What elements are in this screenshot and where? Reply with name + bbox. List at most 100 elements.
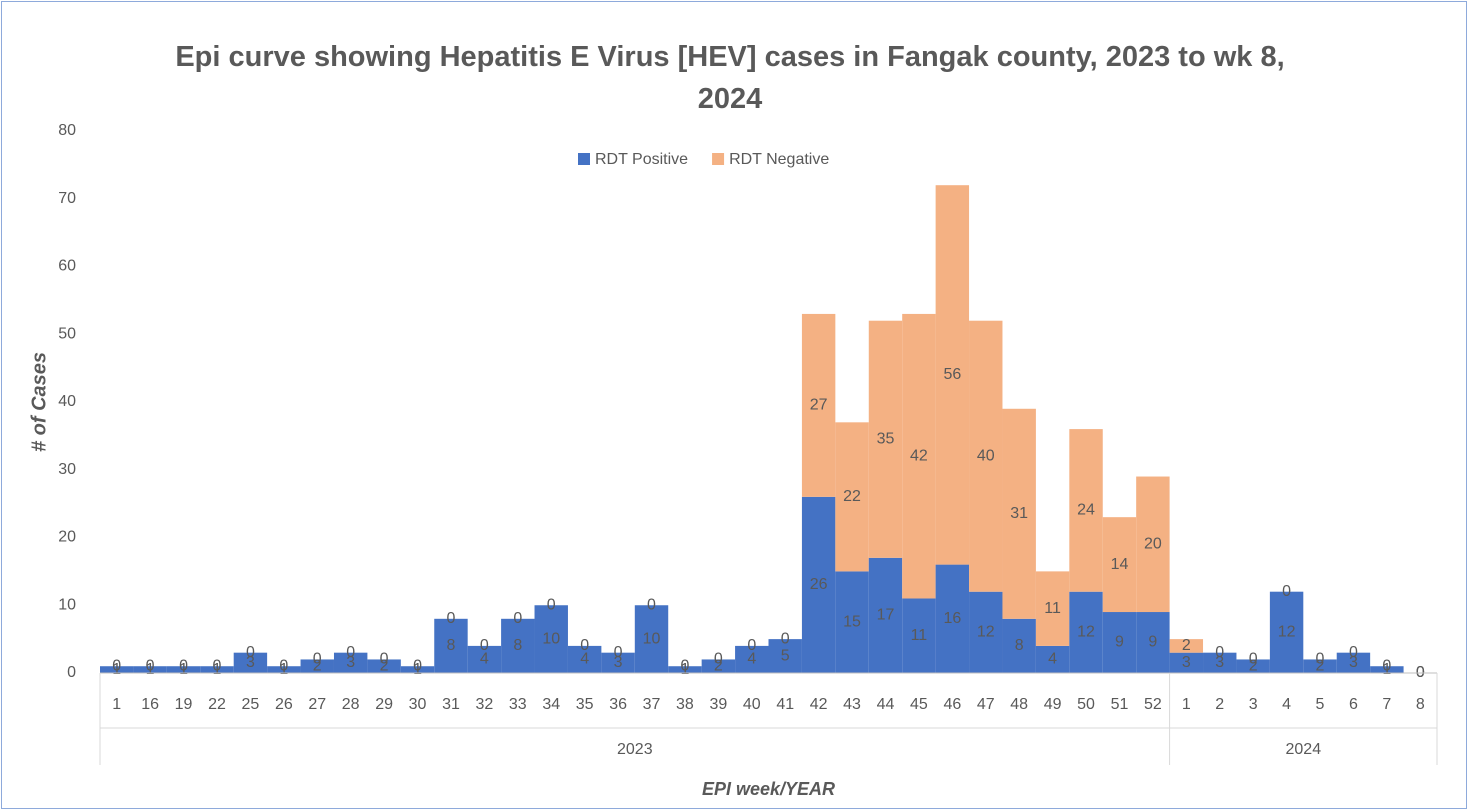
data-label: 0 [580, 637, 589, 654]
bar-segment [1002, 408, 1036, 619]
data-label: 0 [747, 637, 756, 654]
x-tick-label: 28 [342, 696, 360, 713]
x-tick-label: 49 [1044, 696, 1062, 713]
data-label: 26 [810, 576, 828, 593]
bar-segment [868, 320, 903, 558]
bar-segment [868, 557, 903, 673]
x-tick-label: 16 [141, 696, 159, 713]
data-label: 14 [1111, 556, 1129, 573]
data-label: 40 [977, 447, 995, 464]
x-tick-label: 5 [1316, 696, 1325, 713]
data-label: 16 [943, 610, 961, 627]
bar-segment [501, 618, 535, 673]
data-label: 8 [447, 637, 456, 654]
data-label: 2 [313, 657, 322, 674]
data-label: 0 [179, 657, 188, 674]
data-label: 0 [1282, 583, 1291, 600]
x-tick-label: 38 [676, 696, 694, 713]
bar-segment [935, 564, 970, 673]
legend-label: RDT Negative [729, 151, 829, 168]
x-tick-label: 39 [709, 696, 727, 713]
x-tick-label: 36 [609, 696, 627, 713]
bar-segment [601, 652, 635, 673]
bar-segment [969, 320, 1003, 592]
data-label: 24 [1077, 502, 1095, 519]
bar-segment [133, 666, 167, 673]
data-label: 0 [647, 596, 656, 613]
bar-segment [1136, 612, 1170, 673]
data-label: 0 [480, 637, 489, 654]
y-tick-label: 0 [67, 664, 76, 681]
data-label: 10 [643, 630, 661, 647]
data-label: 56 [943, 366, 961, 383]
data-label: 20 [1144, 535, 1162, 552]
x-group-label: 2024 [1286, 741, 1322, 758]
x-tick-label: 27 [308, 696, 326, 713]
legend-swatch [578, 153, 590, 165]
data-label: 0 [213, 657, 222, 674]
bar-segment [1203, 652, 1237, 673]
x-tick-label: 22 [208, 696, 226, 713]
y-tick-label: 80 [58, 122, 76, 139]
legend-label: RDT Positive [595, 151, 688, 168]
x-tick-label: 1 [1182, 696, 1191, 713]
bar-segment [233, 652, 268, 673]
bar-segment [1002, 618, 1036, 673]
bar-segment [801, 313, 836, 497]
x-tick-label: 41 [776, 696, 794, 713]
data-label: 8 [1015, 637, 1024, 654]
x-tick-label: 42 [810, 696, 828, 713]
data-label: 1 [112, 661, 121, 678]
bar-segment [200, 666, 234, 673]
x-tick-label: 32 [475, 696, 493, 713]
bar-segment [835, 422, 869, 572]
x-tick-label: 52 [1144, 696, 1162, 713]
data-label: 0 [346, 644, 355, 661]
data-label: 0 [714, 651, 723, 668]
data-label: 0 [1249, 651, 1258, 668]
bar-segment [768, 639, 802, 673]
y-axis-title: # of Cases [28, 352, 50, 452]
chart-title: Epi curve showing Hepatitis E Virus [HEV… [175, 41, 1285, 115]
x-tick-label: 47 [977, 696, 995, 713]
data-label: 1 [279, 661, 288, 678]
data-label: 3 [1215, 654, 1224, 671]
bar-segment [1269, 591, 1304, 673]
y-tick-label: 20 [58, 529, 76, 546]
data-label: 4 [580, 651, 589, 668]
data-label: 2 [1316, 657, 1325, 674]
data-label: 22 [843, 488, 861, 505]
data-label: 0 [413, 657, 422, 674]
data-label: 1 [213, 661, 222, 678]
bar-segment [1336, 652, 1371, 673]
bar-segment [1136, 476, 1170, 613]
data-label: 2 [1249, 657, 1258, 674]
bar-segment [400, 666, 435, 673]
x-tick-label: 8 [1416, 696, 1425, 713]
x-tick-label: 26 [275, 696, 293, 713]
data-label: 0 [513, 610, 522, 627]
data-label: 0 [380, 651, 389, 668]
x-tick-label: 48 [1010, 696, 1028, 713]
bar-segment [801, 496, 836, 673]
x-tick-label: 43 [843, 696, 861, 713]
data-label: 2 [714, 657, 723, 674]
bar-segment [634, 605, 669, 673]
data-label: 1 [413, 661, 422, 678]
data-label: 0 [547, 596, 556, 613]
bar-segment [1035, 645, 1070, 673]
x-tick-label: 34 [542, 696, 560, 713]
bar-segment [567, 645, 602, 673]
data-label: 35 [877, 430, 895, 447]
data-label: 17 [877, 607, 895, 624]
y-tick-label: 10 [58, 596, 76, 613]
x-tick-label: 7 [1382, 696, 1391, 713]
bar-segment [969, 591, 1003, 673]
data-label: 0 [781, 630, 790, 647]
data-label: 1 [146, 661, 155, 678]
y-tick-label: 60 [58, 258, 76, 275]
bar-segment [1169, 639, 1204, 653]
x-tick-label: 25 [242, 696, 260, 713]
data-label: 12 [1278, 624, 1296, 641]
